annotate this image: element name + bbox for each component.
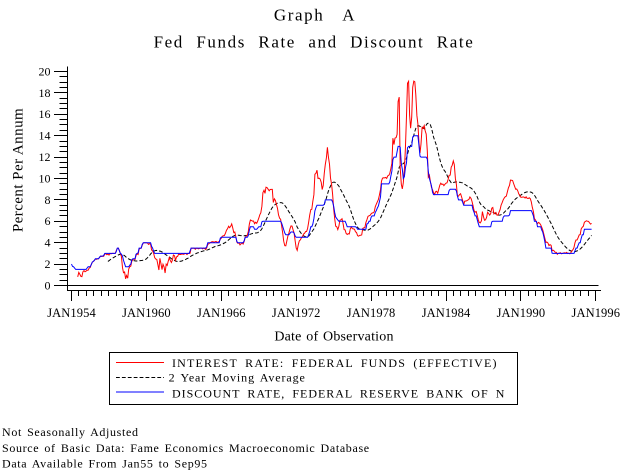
svg-text:DISCOUNT RATE, FEDERAL RESERVE: DISCOUNT RATE, FEDERAL RESERVE BANK OF N (172, 386, 505, 400)
svg-text:6: 6 (45, 214, 51, 228)
svg-text:JAN1960: JAN1960 (122, 306, 171, 320)
svg-text:10: 10 (39, 171, 51, 185)
svg-text:14: 14 (39, 129, 51, 143)
svg-text:INTEREST RATE: FEDERAL FUNDS (: INTEREST RATE: FEDERAL FUNDS (EFFECTIVE) (172, 356, 498, 370)
svg-text:JAN1996: JAN1996 (571, 306, 620, 320)
svg-text:16: 16 (39, 107, 51, 121)
svg-text:2 Year Moving Average: 2 Year Moving Average (169, 370, 306, 384)
svg-text:4: 4 (45, 236, 51, 250)
svg-text:Percent Per Annum: Percent Per Annum (10, 108, 26, 232)
svg-text:Fed Funds Rate and Discount Ra: Fed Funds Rate and Discount Rate (154, 33, 475, 52)
svg-text:JAN1990: JAN1990 (497, 306, 546, 320)
svg-text:Graph A: Graph A (274, 6, 356, 25)
svg-text:Not Seasonally Adjusted: Not Seasonally Adjusted (2, 425, 139, 439)
svg-text:JAN1972: JAN1972 (272, 306, 321, 320)
svg-text:JAN1966: JAN1966 (197, 306, 246, 320)
svg-text:JAN1978: JAN1978 (347, 306, 396, 320)
svg-text:12: 12 (39, 150, 51, 164)
svg-text:2: 2 (45, 257, 51, 271)
svg-text:20: 20 (39, 64, 51, 78)
svg-text:JAN1954: JAN1954 (47, 306, 96, 320)
svg-text:8: 8 (45, 193, 51, 207)
svg-text:Source of Basic Data: Fame Eco: Source of Basic Data: Fame Economics Mac… (2, 441, 370, 455)
svg-text:0: 0 (45, 278, 51, 292)
svg-text:Data Available From Jan55 to S: Data Available From Jan55 to Sep95 (2, 456, 208, 470)
svg-text:JAN1984: JAN1984 (422, 306, 471, 320)
svg-text:18: 18 (39, 86, 51, 100)
svg-text:Date of Observation: Date of Observation (274, 330, 393, 345)
